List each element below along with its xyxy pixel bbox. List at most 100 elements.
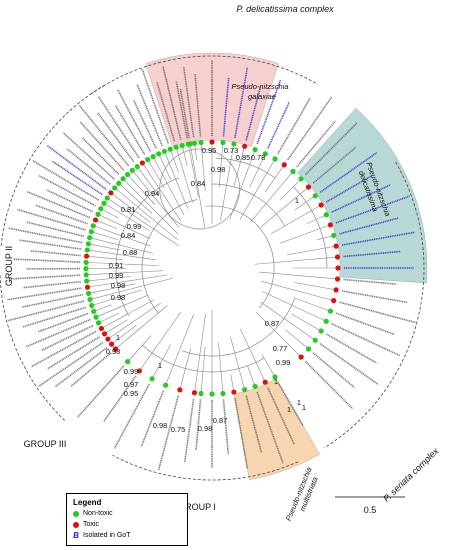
non-toxic-tip: [312, 193, 318, 199]
seriata-complex-label: P. seriata complex: [381, 446, 441, 504]
branch-line: [240, 328, 266, 383]
branch-line: [220, 143, 235, 221]
leaf-label: [136, 84, 163, 147]
non-toxic-tip: [327, 308, 334, 314]
bootstrap-value: 0.99: [124, 367, 139, 376]
non-toxic-tip: [87, 296, 93, 303]
leaf-label: [341, 290, 408, 304]
branch-line: [249, 153, 266, 188]
bootstrap-value: 0.98: [211, 165, 226, 174]
branch-line: [151, 344, 171, 379]
branch-line: [194, 313, 206, 393]
branch-line: [181, 145, 188, 167]
branch-line: [189, 143, 206, 229]
group-brackets: [0, 55, 425, 481]
branch-line: [188, 144, 199, 198]
branch-line: [164, 151, 189, 209]
leaf-label: [79, 121, 125, 171]
toxic-tip: [334, 254, 341, 260]
branch-line: [285, 329, 309, 350]
leaf-label: [38, 174, 96, 207]
branch-line: [142, 162, 182, 222]
leaf-label: [7, 227, 83, 244]
leaf-label: [30, 330, 97, 368]
leaf-label: [234, 66, 249, 139]
branch-line: [230, 336, 245, 390]
bootstrap-value: 0.98: [111, 293, 126, 302]
non-toxic-tip: [198, 390, 204, 397]
leaf-label-lines: [7, 60, 417, 471]
non-toxic-tip: [252, 146, 258, 153]
leaf-label: [116, 89, 152, 152]
bootstrap-value: 1: [295, 196, 299, 205]
bootstrap-value: 0.88: [123, 248, 138, 257]
leaf-label: [113, 383, 150, 449]
non-toxic-tip: [95, 320, 102, 326]
toxic-tip: [318, 202, 324, 208]
toxic-tip: [334, 276, 341, 282]
group-bracket: [0, 84, 107, 246]
toxic-tip: [331, 298, 337, 304]
branch-line: [239, 158, 276, 220]
leaf-label: [13, 258, 81, 263]
leaf-label: [70, 352, 112, 387]
toxic-tip: [92, 217, 99, 223]
non-toxic-tip: [305, 346, 312, 352]
leaf-label: [54, 347, 108, 388]
branch-line: [88, 283, 136, 294]
branch-line: [95, 295, 148, 318]
bootstrap-value: 1: [297, 398, 301, 407]
bootstrap-value: 0.87: [213, 416, 228, 425]
toxic-tip: [136, 368, 142, 374]
non-toxic-tip: [272, 156, 278, 162]
bootstrap-value: 0.85: [236, 153, 251, 162]
leaf-label: [182, 66, 195, 138]
branch-line: [115, 305, 168, 350]
non-toxic-tip: [331, 232, 337, 238]
leaf-label: [26, 221, 85, 238]
leaf-label: [26, 190, 91, 219]
non-toxic-tip: [173, 144, 179, 150]
leaf-label: [16, 208, 86, 231]
branch-line: [260, 301, 316, 341]
branch-line: [93, 225, 151, 247]
toxic-tip: [305, 184, 312, 190]
leaf-label: [222, 77, 230, 137]
toxic-tip: [231, 389, 237, 395]
leaf-label: [256, 391, 284, 464]
bootstrap-values: 0.95 0.730.85 0.780.980.840.9410.810.990.8…: [106, 146, 306, 434]
non-toxic-tip: [231, 141, 237, 147]
non-toxic-tip: [252, 383, 258, 390]
branch-line: [93, 304, 112, 312]
legend: Legend Non-toxic Toxic B Isolated in GoT: [66, 493, 188, 546]
leaf-label: [47, 336, 100, 370]
bootstrap-value: 1: [302, 403, 306, 412]
leaf-label: [38, 312, 89, 333]
non-toxic-tip: [161, 148, 168, 154]
group-i-label: GROUP I: [178, 502, 216, 512]
leaf-label: [157, 395, 180, 471]
non-toxic-tip: [93, 314, 99, 320]
leaf-label: [319, 343, 379, 386]
leaf-label: [156, 81, 176, 142]
non-toxic-tip: [262, 151, 268, 157]
bootstrap-value: 0.95: [124, 389, 139, 398]
branch-line: [91, 289, 142, 306]
clade-shades: [145, 52, 428, 481]
non-toxic-tip: [116, 180, 122, 186]
branch-line: [86, 262, 160, 266]
leaf-label: [319, 152, 378, 193]
branch-arc: [215, 157, 276, 179]
branch-line: [247, 365, 256, 387]
branch-line: [261, 280, 334, 301]
leaf-label: [22, 280, 81, 289]
leaf-label: [9, 274, 81, 280]
toxic-tip: [333, 287, 339, 293]
galaxiae-genus-label: Pseudo-nitzschia: [231, 82, 288, 91]
legend-item-non-toxic: Non-toxic: [73, 508, 181, 519]
leaf-label: [18, 239, 82, 250]
multistriata-shade: [233, 378, 320, 481]
branch-line: [127, 174, 156, 206]
leaf-label: [267, 387, 296, 446]
